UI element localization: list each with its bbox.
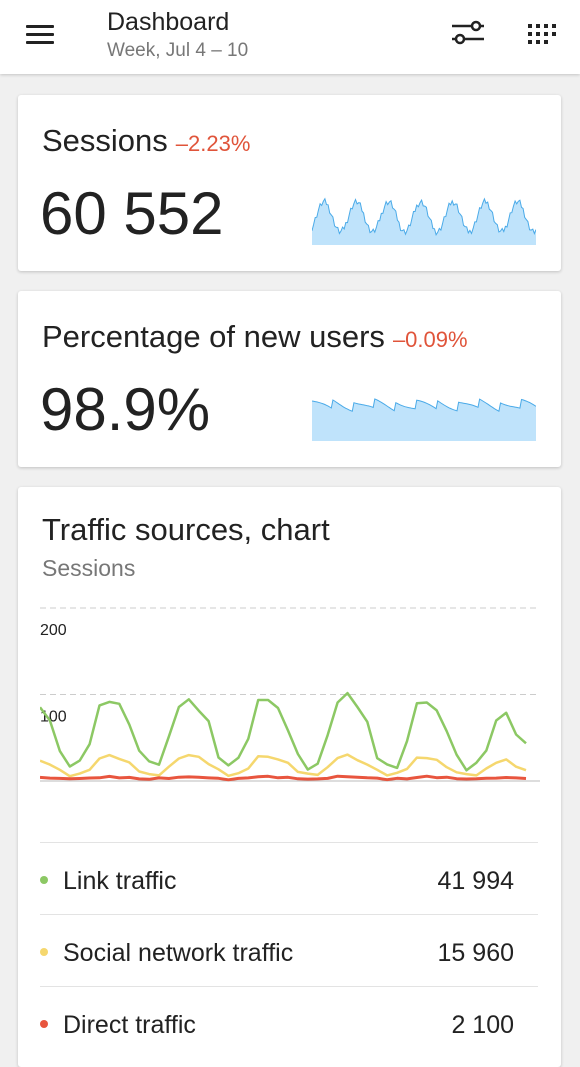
new-users-card[interactable]: Percentage of new users –0.09% 98.9% <box>18 291 561 467</box>
sessions-sparkline-line <box>312 197 536 237</box>
legend-label: Link traffic <box>63 867 177 895</box>
sessions-sparkline <box>312 197 536 245</box>
page-title: Dashboard <box>107 8 230 36</box>
metric-title: Percentage of new users –0.09% <box>42 319 468 354</box>
link-traffic-dot-icon <box>40 876 48 884</box>
direct-traffic-dot-icon <box>40 1020 48 1028</box>
legend-value: 41 994 <box>437 867 514 895</box>
legend-row-direct-traffic[interactable]: Direct traffic 2 100 <box>40 986 538 1058</box>
legend-label: Direct traffic <box>63 1011 196 1039</box>
app-bar: Dashboard Week, Jul 4 – 10 <box>0 0 580 74</box>
social-traffic-dot-icon <box>40 948 48 956</box>
sessions-card[interactable]: Sessions –2.23% 60 552 <box>18 95 561 271</box>
sessions-sparkline-area <box>312 198 536 245</box>
traffic-chart: 200 100 <box>40 607 540 782</box>
new-users-sparkline-area <box>312 399 536 441</box>
traffic-legend: Link traffic 41 994 Social network traff… <box>40 842 538 1058</box>
apps-grid-icon[interactable] <box>526 20 562 48</box>
y-tick-label: 200 <box>40 622 67 639</box>
metric-change: –2.23% <box>175 131 251 156</box>
traffic-sources-card[interactable]: Traffic sources, chart Sessions 200 100 L… <box>18 487 561 1067</box>
metric-change: –0.09% <box>392 327 468 352</box>
legend-value: 15 960 <box>437 939 514 967</box>
menu-icon[interactable] <box>26 22 56 46</box>
y-tick-label: 100 <box>40 709 67 726</box>
chart-title: Traffic sources, chart <box>42 512 330 547</box>
date-range[interactable]: Week, Jul 4 – 10 <box>107 40 249 61</box>
filter-settings-icon[interactable] <box>448 18 488 48</box>
legend-row-link-traffic[interactable]: Link traffic 41 994 <box>40 842 538 914</box>
metric-title: Sessions –2.23% <box>42 123 251 158</box>
series-link-traffic <box>40 691 527 772</box>
series-social-network-traffic <box>40 753 527 778</box>
new-users-sparkline <box>312 398 536 441</box>
chart-subtitle: Sessions <box>42 555 136 581</box>
legend-value: 2 100 <box>451 1011 514 1039</box>
legend-row-social-traffic[interactable]: Social network traffic 15 960 <box>40 914 538 986</box>
legend-label: Social network traffic <box>63 939 294 967</box>
metric-value: 98.9% <box>40 376 211 443</box>
series-direct-traffic <box>40 774 527 782</box>
metric-value: 60 552 <box>40 180 224 247</box>
new-users-sparkline-line <box>312 398 536 412</box>
